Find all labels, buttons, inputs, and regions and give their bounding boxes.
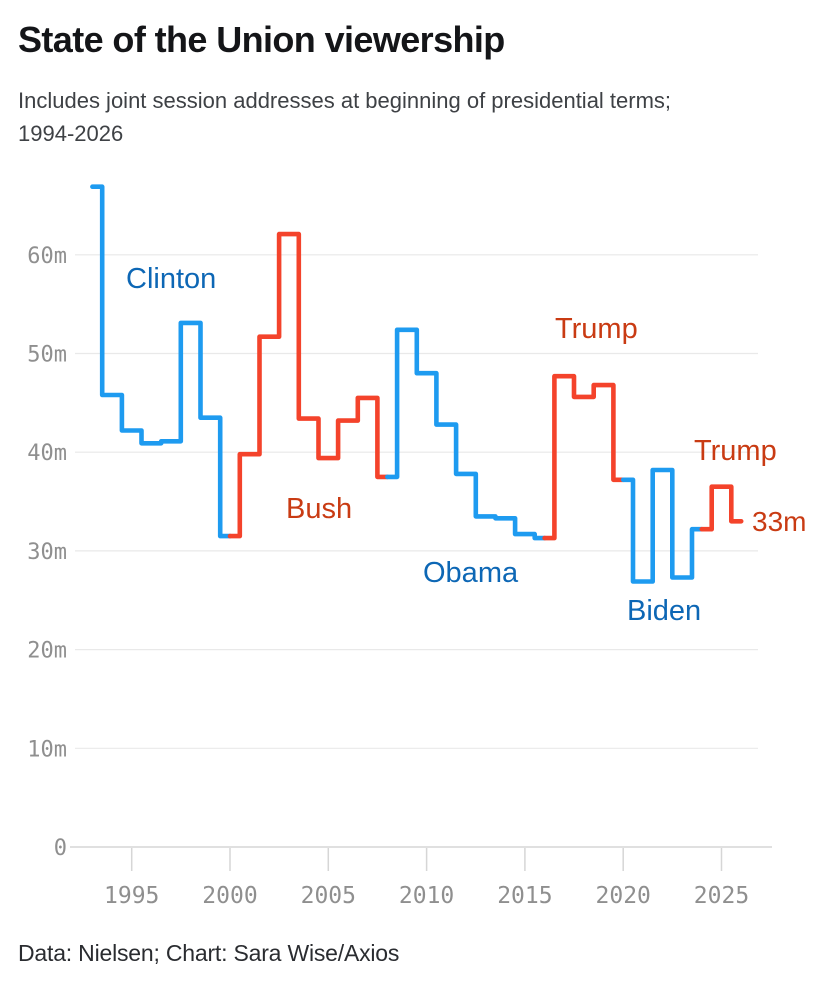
president-label-trump: Trump <box>694 435 777 467</box>
series-bush-2001 <box>227 231 390 539</box>
y-tick-label: 0 <box>54 836 67 861</box>
series-biden-2021 <box>620 467 705 584</box>
y-tick-label: 30m <box>27 540 67 565</box>
president-label-bush: Bush <box>286 493 352 525</box>
subtitle-line-2: 1994-2026 <box>18 121 124 146</box>
y-tick-label: 50m <box>27 343 67 368</box>
y-tick-label: 20m <box>27 639 67 664</box>
x-tick-label: 2005 <box>301 883 356 909</box>
series-clinton-1993 <box>90 184 233 539</box>
x-tick-label: 2000 <box>202 883 257 909</box>
president-label-obama: Obama <box>423 557 519 589</box>
x-tick-label: 2025 <box>694 883 749 909</box>
series-trump-2017 <box>542 373 626 541</box>
x-tick-label: 1995 <box>104 883 159 909</box>
chart-credit: Data: Nielsen; Chart: Sara Wise/Axios <box>18 940 400 966</box>
chart-subtitle: Includes joint session addresses at begi… <box>18 84 808 150</box>
page-title: State of the Union viewership <box>18 19 505 60</box>
subtitle-line-1: Includes joint session addresses at begi… <box>18 88 672 113</box>
end-value-annotation: 33m <box>752 506 806 537</box>
y-tick-label: 60m <box>27 244 67 269</box>
x-tick-label: 2010 <box>399 883 454 909</box>
president-label-biden: Biden <box>627 595 701 627</box>
y-tick-label: 40m <box>27 441 67 466</box>
x-tick-label: 2015 <box>497 883 552 909</box>
president-label-trump: Trump <box>555 313 638 345</box>
y-tick-label: 10m <box>27 737 67 762</box>
president-label-clinton: Clinton <box>126 263 216 295</box>
series-trump-2025 <box>699 484 744 532</box>
x-tick-label: 2020 <box>596 883 651 909</box>
series-obama-2009 <box>385 327 547 541</box>
